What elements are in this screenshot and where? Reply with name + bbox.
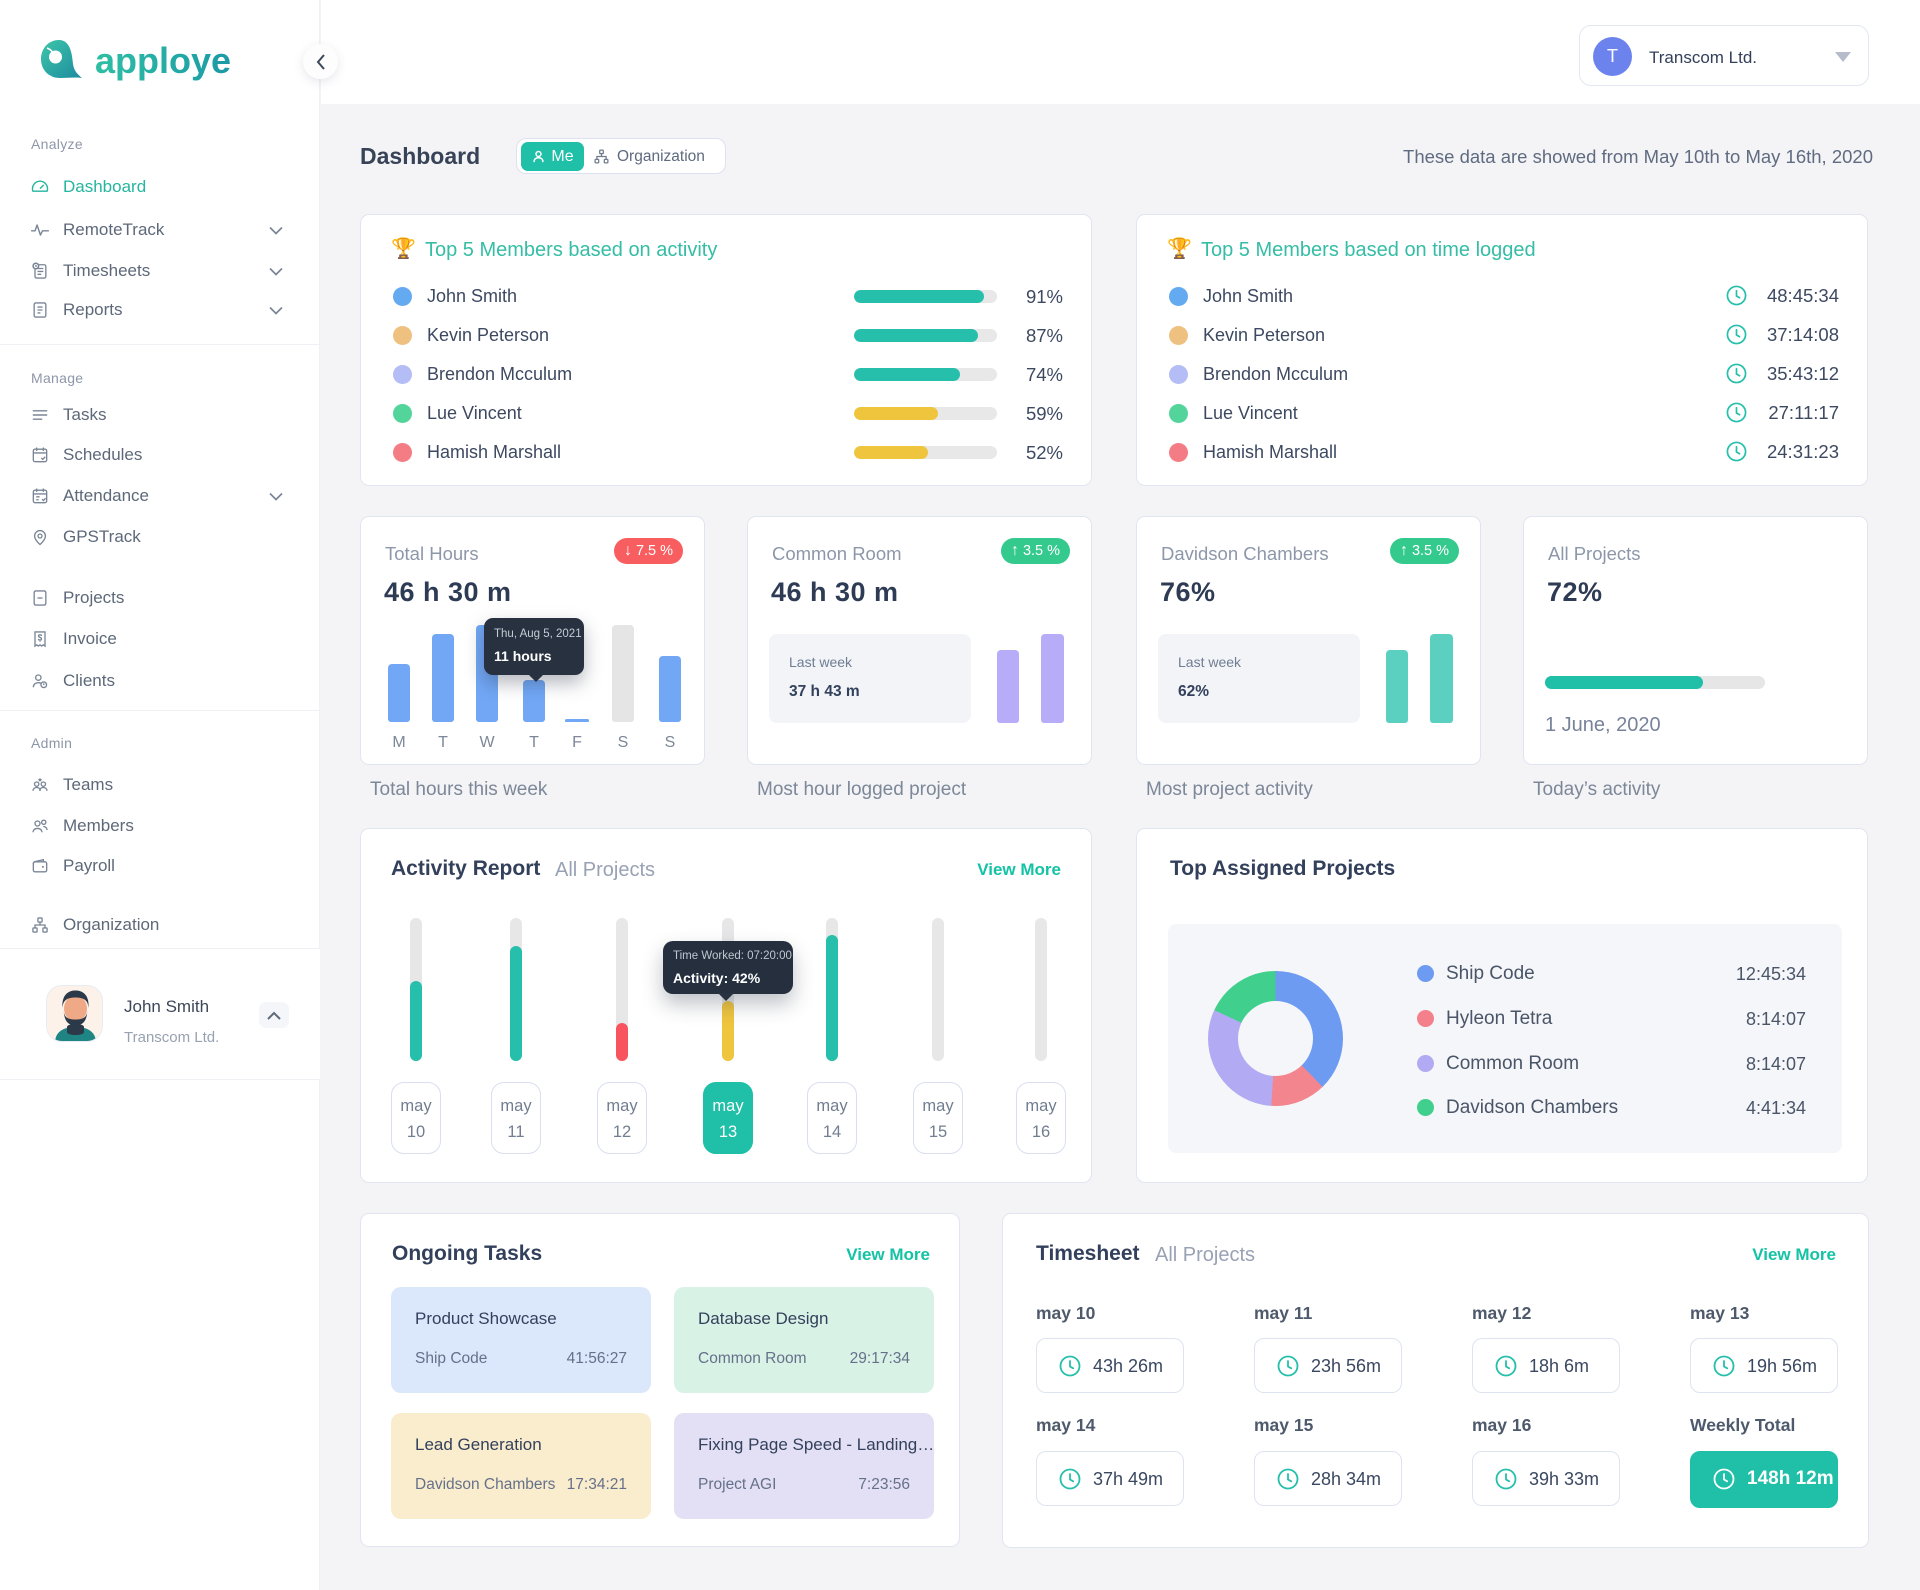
svg-text:apploye: apploye — [95, 40, 231, 81]
